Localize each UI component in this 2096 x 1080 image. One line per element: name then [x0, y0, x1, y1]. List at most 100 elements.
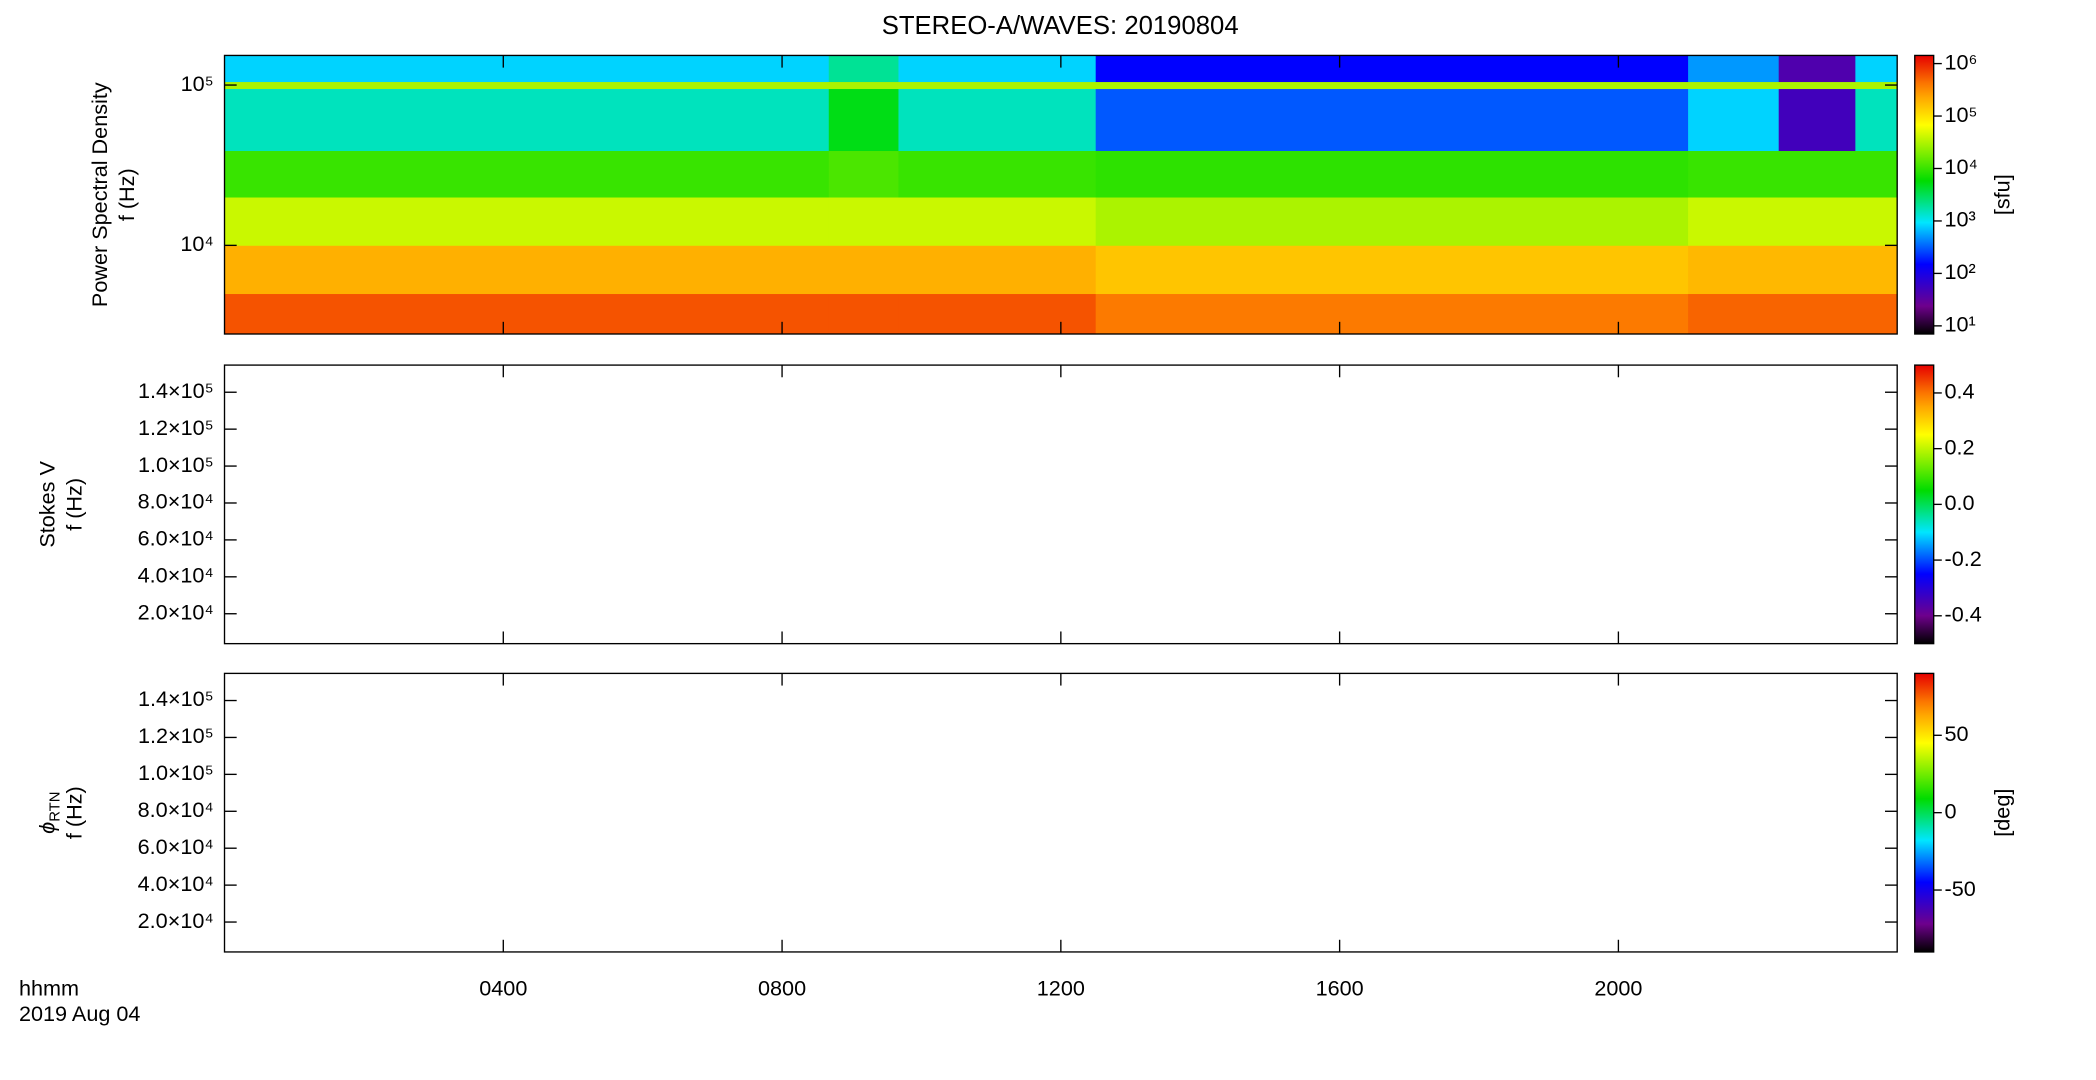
- y-tick-label: 2.0×10⁴: [138, 599, 214, 624]
- colorbar-tick-label: 10⁴: [1945, 154, 1978, 179]
- heatmap-cell: [828, 293, 899, 335]
- x-axis-title: hhmm: [19, 976, 79, 1001]
- y-axis-title: ϕRTN: [34, 792, 63, 834]
- y-tick-label: 4.0×10⁴: [138, 871, 214, 896]
- chart-title: STEREO-A/WAVES: 20190804: [882, 12, 1239, 40]
- heatmap-cell: [1688, 293, 1780, 335]
- heatmap-cell: [1778, 150, 1856, 198]
- heatmap-cell: [1778, 81, 1856, 90]
- heatmap-cell: [898, 81, 1097, 90]
- colorbar-tick-label: 0.0: [1945, 490, 1975, 515]
- heatmap-cell: [828, 150, 899, 198]
- heatmap-cell: [1688, 88, 1780, 152]
- heatmap-cell: [224, 245, 830, 295]
- heatmap-cell: [898, 197, 1097, 246]
- heatmap-cell: [224, 150, 830, 198]
- colorbar-tick-label: 10⁵: [1945, 102, 1978, 127]
- colorbar-tick-label: -50: [1945, 876, 1976, 901]
- y-tick-label: 1.0×10⁵: [138, 452, 214, 477]
- colorbar: [1914, 672, 1935, 953]
- heatmap-cell: [898, 88, 1097, 152]
- heatmap-cell: [1855, 150, 1898, 198]
- heatmap-cell: [1095, 150, 1689, 198]
- plot-frame: [223, 672, 1898, 953]
- heatmap-cell: [1778, 88, 1856, 152]
- y-tick-label: 10⁵: [181, 71, 214, 96]
- colorbar-tick-label: 0.4: [1945, 379, 1975, 404]
- heatmap-cell: [1095, 88, 1689, 152]
- colorbar-tick-label: 50: [1945, 721, 1969, 746]
- heatmap-cell: [1095, 55, 1689, 83]
- y-tick-label: 8.0×10⁴: [138, 797, 214, 822]
- heatmap-cell: [224, 55, 830, 83]
- y-tick-label: 2.0×10⁴: [138, 908, 214, 933]
- colorbar-tick-label: 0: [1945, 798, 1957, 823]
- heatmap-cell: [1778, 55, 1856, 83]
- colorbar: [1914, 54, 1935, 335]
- y-tick-label: 1.4×10⁵: [138, 686, 214, 711]
- heatmap-cell: [828, 55, 899, 83]
- heatmap-cell: [224, 81, 830, 90]
- y-axis-title: f (Hz): [114, 168, 139, 221]
- heatmap-cell: [1095, 293, 1689, 335]
- heatmap-cell: [1855, 293, 1898, 335]
- y-tick-label: 1.0×10⁵: [138, 760, 214, 785]
- colorbar-tick-label: 10¹: [1945, 312, 1976, 337]
- heatmap-cell: [1778, 245, 1856, 295]
- heatmap-cell: [828, 88, 899, 152]
- colorbar: [1914, 364, 1935, 645]
- colorbar-label: [deg]: [1990, 789, 2015, 837]
- heatmap-cell: [1855, 55, 1898, 83]
- y-axis-subscript: RTN: [47, 792, 63, 822]
- y-tick-label: 6.0×10⁴: [138, 834, 214, 859]
- y-axis-title: Power Spectral Density: [87, 82, 112, 307]
- heatmap-cell: [1778, 197, 1856, 246]
- colorbar-tick-label: 10²: [1945, 259, 1976, 284]
- heatmap-cell: [1688, 150, 1780, 198]
- heatmap-cell: [898, 245, 1097, 295]
- y-tick-label: 1.4×10⁵: [138, 378, 214, 403]
- colorbar-tick-label: 10⁶: [1945, 49, 1978, 74]
- y-axis-title: f (Hz): [61, 786, 86, 839]
- heatmap-cell: [1688, 197, 1780, 246]
- y-axis-title: Stokes V: [34, 461, 59, 548]
- heatmap-cell: [1778, 293, 1856, 335]
- y-tick-label: 10⁴: [180, 231, 213, 256]
- heatmap-cell: [1855, 81, 1898, 90]
- y-tick-label: 1.2×10⁵: [138, 723, 214, 748]
- heatmap-cell: [1855, 197, 1898, 246]
- x-tick-label: 2000: [1594, 976, 1642, 1001]
- colorbar-tick-label: 10³: [1945, 207, 1976, 232]
- heatmap-cell: [1688, 81, 1780, 90]
- x-tick-label: 1200: [1037, 976, 1085, 1001]
- plot-frame: [223, 364, 1898, 645]
- y-axis-symbol: ϕ: [34, 822, 59, 834]
- x-tick-label: 1600: [1316, 976, 1364, 1001]
- x-tick-label: 0800: [758, 976, 806, 1001]
- heatmap-cell: [1095, 81, 1689, 90]
- y-tick-label: 1.2×10⁵: [138, 415, 214, 440]
- heatmap-cell: [1688, 55, 1780, 83]
- heatmap-cell: [898, 55, 1097, 83]
- heatmap-cell: [828, 197, 899, 246]
- heatmap-cell: [1855, 88, 1898, 152]
- heatmap-cell: [1095, 245, 1689, 295]
- heatmap-cell: [898, 293, 1097, 335]
- x-axis-title: 2019 Aug 04: [19, 1001, 140, 1026]
- x-tick-label: 0400: [479, 976, 527, 1001]
- heatmap-cell: [1095, 197, 1689, 246]
- heatmap-cell: [224, 197, 830, 246]
- y-axis-title: f (Hz): [61, 478, 86, 531]
- colorbar-tick-label: -0.2: [1945, 546, 1982, 571]
- colorbar-tick-label: 0.2: [1945, 434, 1975, 459]
- colorbar-tick-label: -0.4: [1945, 602, 1982, 627]
- y-tick-label: 8.0×10⁴: [138, 489, 214, 514]
- heatmap-cell: [898, 150, 1097, 198]
- y-tick-label: 4.0×10⁴: [138, 563, 214, 588]
- heatmap-cell: [1855, 245, 1898, 295]
- heatmap-cell: [1688, 245, 1780, 295]
- y-tick-label: 6.0×10⁴: [138, 526, 214, 551]
- heatmap-cell: [224, 293, 830, 335]
